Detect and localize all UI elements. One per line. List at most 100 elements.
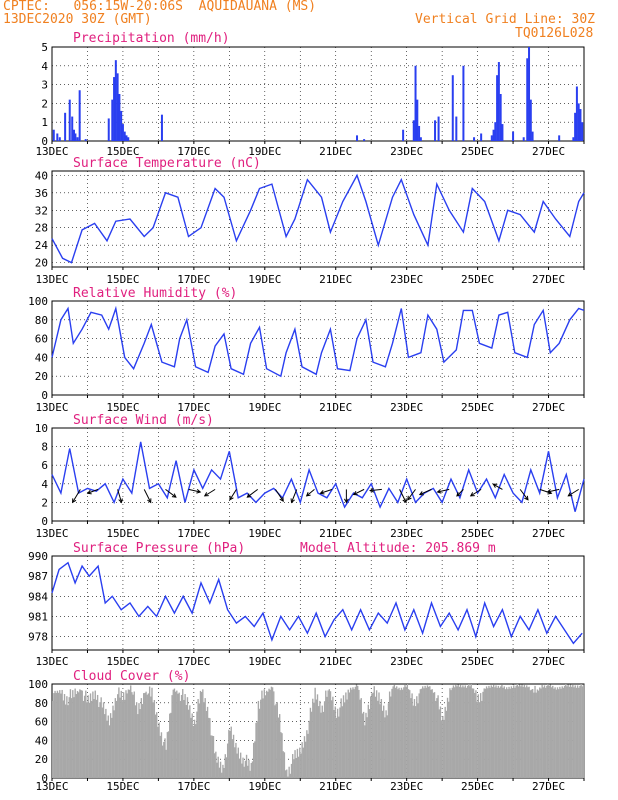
cloud-area-bar [286,769,288,778]
cloud-area-bar [576,685,579,778]
cloud-area-bar [514,687,516,778]
cloud-x-tick-label: 23DEC [390,780,423,793]
rh-series-line [51,305,585,378]
cloud-area-bar [113,710,115,778]
cloud-area-bar [573,687,575,778]
cloud-area-bar [533,692,535,778]
cloud-area-bar [54,690,56,778]
cloud-area-bar [535,692,537,778]
cloud-area-bar [472,688,475,778]
cloud-area-bar [63,694,66,778]
wind-series-line [51,441,585,512]
cloud-area-bar [396,686,398,778]
temp-y-tick-label: 32 [35,204,48,217]
cloud-area-bar [471,688,474,778]
cloud-area-bar [273,691,275,778]
cloud-area-bar [111,717,113,778]
cloud-area-bar [509,688,511,778]
cloud-area-bar [390,696,392,778]
cloud-area-bar [128,689,131,778]
cloud-area-bar [235,742,237,778]
cloud-area-bar [95,699,98,778]
precip-bar [363,139,366,141]
cloud-area-bar [498,687,501,778]
cloud-area-bar [373,686,375,778]
cloud-area-bar [101,707,104,778]
wind-y-tick-label: 8 [41,441,48,454]
cloud-area-bar [294,750,296,778]
wind-arrow [165,488,177,498]
rh-frame [51,300,585,396]
precip-bar [416,99,419,141]
precip-bar [437,116,440,141]
cloud-area-bar [325,690,327,778]
cloud-area-bar [132,694,134,778]
precip-bar [72,129,75,141]
rh-panel: 0 20 40 60 80 100 13DEC 15DEC 17DEC 19DEC 21DEC 23D… [28,286,585,414]
cloud-area-bar [89,693,92,778]
rh-x-tick-label: 27DEC [532,401,565,414]
cloud-area-bar [321,705,323,778]
wind-arrow [290,489,298,504]
cloud-area-bar [326,696,328,778]
cloud-area-bar [190,717,192,778]
cloud-area-bar [83,695,86,778]
precip-bar [522,137,525,141]
cloud-area-bar [52,700,54,778]
cloud-area-bar [386,715,388,778]
cloud-area-bar [319,700,321,778]
cloud-area-bar [98,707,100,778]
cloud-area-bar [419,689,422,778]
cloud-area-bar [426,685,429,778]
precip-bar [574,112,577,141]
cloud-area-bar [125,690,127,778]
cloud-area-bar [484,688,487,778]
precip-panel: 0 1 2 3 4 5 13DEC 15DEC 17DEC 19DEC 21DEC 23DEC 25DE… [35,31,585,158]
cloud-area-bar [394,687,397,778]
cloud-area-bar [213,753,216,778]
wind-x-tick-label: 21DEC [319,527,352,540]
pressure-y-tick-label: 978 [28,631,48,644]
cloud-area-bar [393,684,396,778]
cloud-area-bar [59,690,61,778]
wind-arrow [188,488,202,494]
cloud-y-tick-label: 100 [28,678,48,691]
cloud-area-bar [278,714,281,778]
precip-x-tick-label: 27DEC [532,145,565,158]
cloud-area-bar [496,687,498,778]
cloud-area-bar [164,738,166,778]
cloud-area-bar [145,691,147,778]
cloud-area-bar [215,751,217,778]
pressure-series-line [51,561,583,645]
cloud-area-bar [437,695,439,778]
cloud-area-bar [320,712,322,778]
pressure-y-tick-label: 987 [28,570,48,583]
cloud-area-bar [247,765,249,778]
cloud-area-bar [277,717,280,778]
cloud-area-bar [388,691,391,778]
cloud-area-bar [375,690,378,778]
cloud-area-bar [439,706,442,778]
wind-arrow [246,488,259,498]
precip-y-tick-label: 4 [41,60,48,73]
rh-x-tick-label: 23DEC [390,401,423,414]
cloud-area-bar [515,685,517,778]
cloud-area-bar [489,687,491,778]
cloud-area-bar [459,684,462,778]
cloud-x-tick-label: 15DEC [106,780,139,793]
cloud-area-bar [367,704,370,778]
cloud-area-bar [291,754,294,778]
precip-bar [107,118,110,141]
wind-title: Surface Wind (m/s) [73,413,214,428]
cloud-area-bar [508,686,510,778]
cloud-area-bar [494,687,496,778]
cloud-x-tick-label: 25DEC [461,780,494,793]
cloud-area-bar [347,689,349,778]
cloud-area-bar [507,689,509,778]
cloud-title: Cloud Cover (%) [73,669,190,684]
cloud-area-bar [76,691,79,778]
cloud-area-bar [203,702,205,778]
cloud-area-bar [151,687,153,778]
cloud-area-bar [446,697,449,778]
cloud-area-bar [280,732,282,778]
